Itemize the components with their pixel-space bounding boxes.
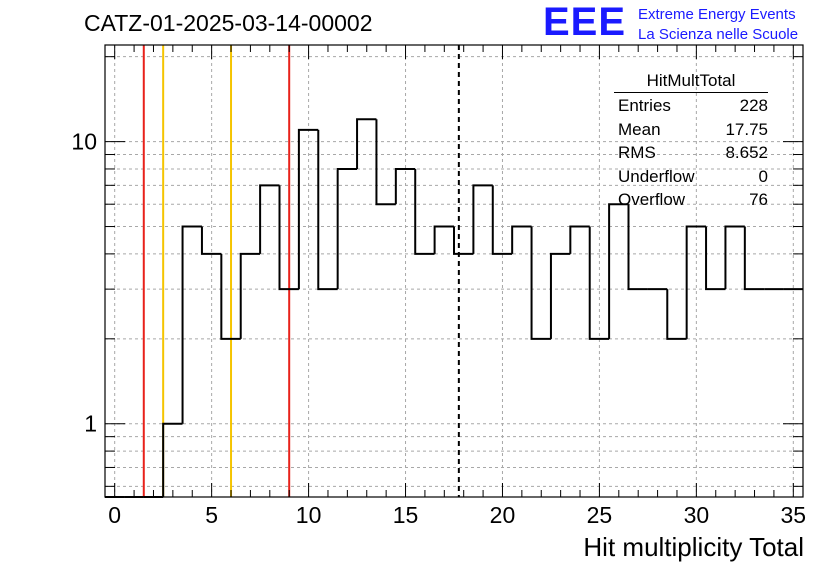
histogram-bin	[278, 185, 299, 291]
histogram-bin	[375, 119, 396, 206]
stats-label: Entries	[618, 96, 671, 115]
x-tick-label: 0	[108, 502, 121, 528]
y-tick-label: 1	[84, 411, 97, 437]
x-tick-label: 5	[205, 502, 218, 528]
histogram-bin	[220, 253, 241, 340]
plot-frame	[104, 44, 804, 498]
x-tick-label: 35	[781, 502, 807, 528]
histogram-bin	[433, 225, 454, 254]
histogram-bin	[259, 184, 280, 254]
stats-value: 17.75	[725, 119, 768, 139]
histogram-bin	[530, 226, 551, 340]
histogram-bin	[317, 129, 338, 291]
stats-row-underflow: Underflow 0	[610, 165, 772, 189]
histogram-bin	[414, 168, 435, 255]
x-tick-label: 10	[296, 502, 322, 528]
histogram-bin	[685, 225, 707, 339]
histogram-bin	[743, 226, 765, 291]
histogram-bin	[297, 128, 319, 290]
stats-value: 8.652	[725, 143, 768, 162]
logo-line-2: La Scienza nelle Scuole	[638, 26, 799, 43]
histogram-bin	[705, 226, 726, 291]
histogram	[105, 118, 803, 498]
histogram-bin	[200, 226, 222, 255]
histogram-bin	[472, 184, 493, 254]
x-tick-label: 20	[490, 502, 516, 528]
histogram-bin	[239, 252, 261, 339]
axis-frame	[104, 44, 804, 498]
stats-label: Mean	[618, 119, 661, 139]
histogram-bin	[627, 204, 648, 291]
histogram-bin	[394, 167, 416, 205]
stats-value: 228	[739, 96, 768, 115]
x-axis-label: Hit multiplicity Total	[583, 532, 804, 562]
x-tick-label: 15	[393, 502, 419, 528]
histogram-bin	[608, 203, 629, 339]
x-tick-label: 25	[587, 502, 613, 528]
stats-row-overflow: Overflow 76	[610, 188, 772, 212]
histogram-bin	[162, 422, 183, 497]
stats-value: 0	[758, 166, 768, 186]
stats-label: Underflow	[618, 166, 695, 186]
histogram-bin	[569, 225, 590, 254]
stats-row-mean: Mean 17.75	[610, 118, 772, 142]
x-tick-label: 30	[684, 502, 710, 528]
axis-ticks	[105, 45, 803, 497]
histogram-bin	[666, 289, 687, 340]
y-tick-label: 10	[71, 129, 97, 155]
logo-line-1: Extreme Energy Events	[638, 6, 796, 23]
stats-label: RMS	[618, 143, 656, 162]
histogram-bin	[453, 226, 474, 255]
histogram-bin	[356, 118, 377, 169]
histogram-bin	[588, 226, 610, 340]
axis-tick-labels: 0 5 10 15 20 25 30 35 1 10	[71, 129, 806, 528]
stats-title: HitMultTotal	[614, 70, 768, 93]
histogram-bin	[181, 225, 202, 424]
stats-box: HitMultTotal Entries 228 Mean 17.75 RMS …	[610, 70, 772, 212]
stats-row-entries: Entries 228	[610, 94, 772, 118]
histogram-bin	[511, 225, 532, 254]
stats-value: 76	[749, 190, 768, 209]
stats-row-rms: RMS 8.652	[610, 141, 772, 165]
histogram-bin	[724, 225, 745, 290]
logo-mark: EEE	[543, 0, 627, 44]
plot-title: CATZ-01-2025-03-14-00002	[84, 10, 373, 36]
histogram-bin	[491, 185, 513, 255]
histogram-bin	[336, 167, 358, 290]
histogram-bin	[549, 252, 571, 339]
vertical-markers	[142, 45, 460, 497]
stats-label: Overflow	[618, 190, 686, 209]
